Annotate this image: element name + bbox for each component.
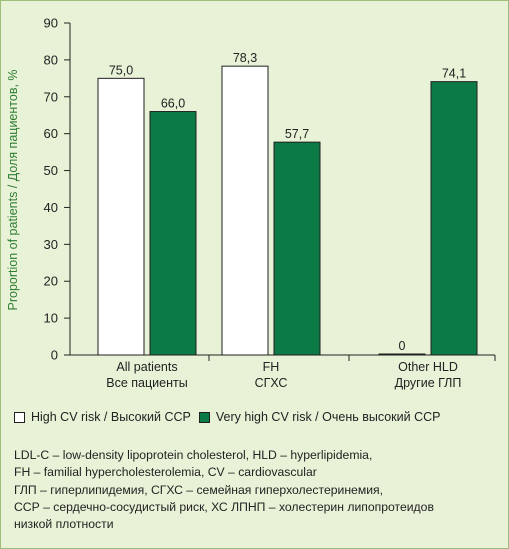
- note-line: LDL-C – low-density lipoprotein choleste…: [14, 448, 373, 462]
- data-label: 57,7: [285, 127, 309, 141]
- x-tick-label: FH: [263, 360, 280, 374]
- x-tick-label: All patients: [116, 360, 177, 374]
- chart-axes: 0 10 20 30 40 50 60 70 80 90 All patients Все пацие…: [44, 16, 496, 390]
- data-label: 74,1: [442, 67, 466, 81]
- bar: [221, 65, 269, 356]
- x-tick-label: Other HLD: [398, 360, 458, 374]
- data-label: 78,3: [233, 51, 257, 65]
- data-label: 75,0: [109, 63, 133, 77]
- y-tick-label: 30: [44, 237, 58, 252]
- bar: [97, 77, 145, 356]
- data-label: 0: [399, 339, 406, 353]
- legend-swatch-white: [14, 411, 25, 423]
- legend-item-very-high-risk: Very high CV risk / Очень высокий ССР: [198, 410, 441, 424]
- chart-legend: High CV risk / Высокий ССР Very high CV …: [14, 410, 448, 424]
- abbreviation-notes: LDL-C – low-density lipoprotein choleste…: [14, 447, 494, 533]
- note-line: FH – familial hypercholesterolemia, CV –…: [14, 465, 317, 480]
- y-tick-label: 0: [51, 348, 58, 363]
- bar: [273, 141, 321, 356]
- bar-chart: 0 10 20 30 40 50 60 70 80 90 All patients Все пацие…: [6, 16, 496, 390]
- note-line: низкой плотности: [14, 517, 114, 532]
- y-tick-label: 90: [44, 16, 58, 31]
- chart-labels: 75,0 78,3 0 66,0 57,7 74,1: [109, 51, 466, 353]
- legend-item-high-risk: High CV risk / Высокий ССР: [14, 410, 191, 424]
- y-tick-label: 40: [44, 200, 58, 215]
- legend-swatch-green: [198, 411, 210, 423]
- y-tick-label: 60: [44, 126, 58, 141]
- legend-label-high-risk: High CV risk / Высокий ССР: [31, 410, 191, 424]
- y-tick-label: 70: [44, 89, 58, 104]
- note-line: ССР – сердечно-сосудистый риск, ХС ЛПНП …: [14, 499, 434, 514]
- y-tick-label: 20: [44, 274, 58, 289]
- y-tick-label: 10: [44, 311, 58, 326]
- bar: [430, 81, 478, 356]
- x-tick-label: Другие ГЛП: [395, 376, 462, 390]
- legend-label-very-high-risk: Very high CV risk / Очень высокий ССР: [215, 410, 441, 424]
- x-tick-label: СГХС: [255, 376, 288, 390]
- bar: [149, 111, 197, 356]
- bar: [378, 353, 426, 356]
- y-tick-label: 50: [44, 163, 58, 178]
- data-label: 66,0: [161, 97, 185, 111]
- chart-bars: [97, 65, 478, 356]
- x-tick-label: Все пациенты: [106, 376, 187, 390]
- note-line: ГЛП – гиперлипидемия, СГХС – семейная ги…: [14, 482, 384, 497]
- y-axis-label: Proportion of patients / Доля пациентов,…: [6, 69, 20, 310]
- y-tick-label: 80: [44, 52, 58, 67]
